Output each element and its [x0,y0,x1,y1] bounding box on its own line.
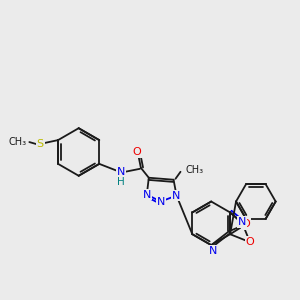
Text: O: O [242,219,250,229]
Text: N: N [142,190,151,200]
Text: O: O [245,237,254,247]
Text: N: N [209,246,218,256]
Text: O: O [133,147,141,157]
Text: CH₃: CH₃ [8,137,26,147]
Text: CH₃: CH₃ [185,165,204,175]
Text: N: N [157,196,165,206]
Text: N: N [172,190,181,201]
Text: H: H [117,177,125,187]
Text: N: N [238,217,246,227]
Text: S: S [37,139,44,149]
Text: N: N [117,167,125,177]
